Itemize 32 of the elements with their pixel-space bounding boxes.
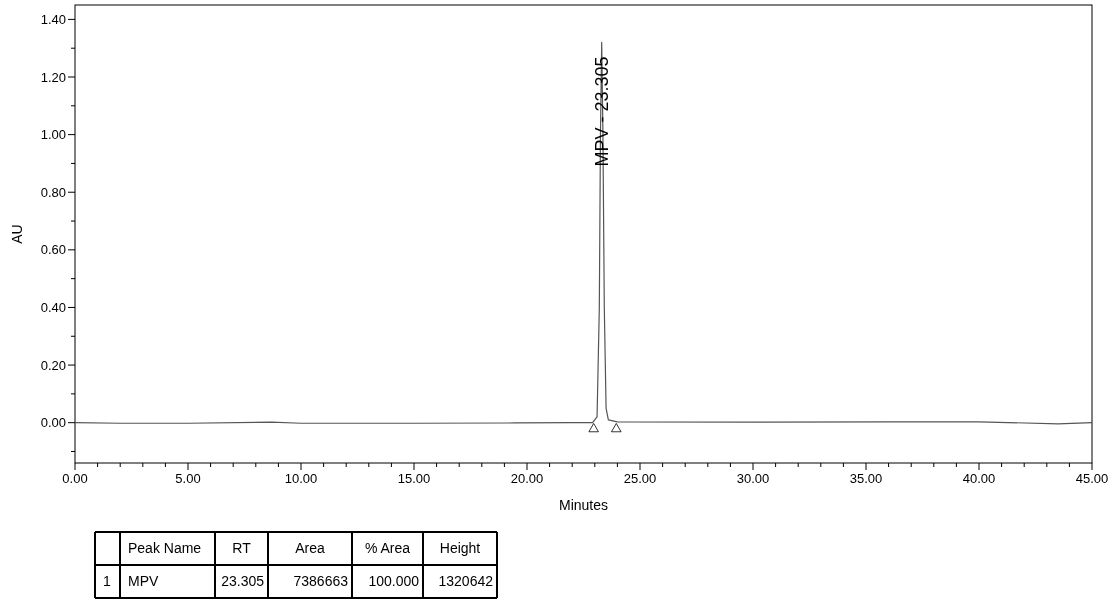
y-tick-label: 0.40 [40, 299, 66, 315]
y-tick-label: 0.00 [40, 415, 66, 431]
y-tick-label: 0.80 [40, 184, 66, 200]
y-tick-label: 1.00 [40, 127, 66, 143]
text: Peak Name [128, 540, 202, 556]
text: MPV [128, 573, 159, 589]
x-tick-label: 35.00 [849, 471, 883, 486]
y-tick-label: 1.40 [40, 11, 66, 27]
x-tick-label: 15.00 [397, 471, 431, 486]
x-tick-label: 0.00 [62, 471, 88, 486]
text: 1320642 [438, 573, 494, 589]
text: 100.000 [368, 573, 420, 589]
x-tick-label: 45.00 [1075, 471, 1109, 486]
x-tick-label: 20.00 [510, 471, 544, 486]
text: RT [232, 540, 252, 556]
y-tick-label: 1.20 [40, 69, 66, 85]
text: 1 [103, 573, 111, 589]
text: Area [295, 540, 325, 556]
text: 23.305 [221, 573, 265, 589]
y-axis-title: AU [9, 224, 25, 244]
x-axis-title: Minutes [558, 497, 609, 513]
text: 7386663 [293, 573, 349, 589]
y-tick-label: 0.20 [40, 357, 66, 373]
x-tick-label: 25.00 [623, 471, 657, 486]
x-tick-label: 5.00 [175, 471, 201, 486]
x-tick-label: 30.00 [736, 471, 770, 486]
x-tick-label: 40.00 [962, 471, 996, 486]
annotation: MPV - 23.305 [591, 56, 612, 167]
x-tick-label: 10.00 [284, 471, 318, 486]
text: % Area [364, 540, 411, 556]
text: Height [439, 540, 481, 556]
y-tick-label: 0.60 [40, 242, 66, 258]
